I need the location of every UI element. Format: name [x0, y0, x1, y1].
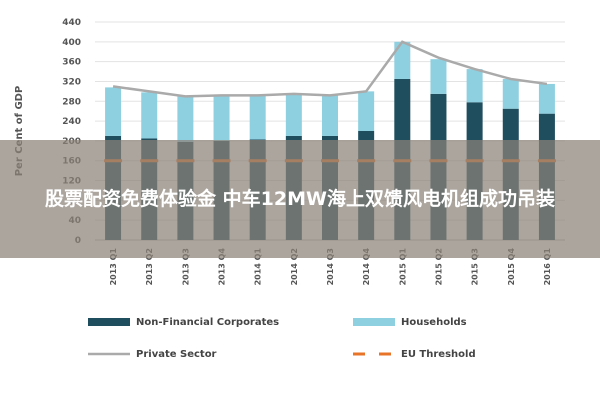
- y-tick-label: 280: [62, 97, 81, 107]
- y-tick-label: 400: [62, 38, 81, 48]
- bar-segment: [538, 83, 555, 114]
- line: [112, 40, 548, 98]
- legend-label: Private Sector: [136, 349, 217, 360]
- y-tick-label: 440: [62, 18, 81, 28]
- overlay-text: 股票配资免费体验金 中车12MW海上双馈风电机组成功吊装: [45, 188, 555, 210]
- bar-segment: [502, 78, 519, 109]
- legend-swatch: [88, 318, 130, 326]
- x-tick-label: 2015 Q4: [507, 248, 516, 286]
- bar-segment: [430, 59, 447, 94]
- bar-segment: [358, 91, 375, 131]
- legend-label: EU Threshold: [401, 349, 476, 360]
- bar-segment: [177, 96, 194, 142]
- bar-segment: [249, 95, 266, 140]
- y-tick-label: 360: [62, 58, 81, 68]
- x-tick-label: 2013 Q2: [145, 248, 154, 285]
- legend-swatch: [353, 318, 395, 326]
- x-tick-label: 2014 Q4: [362, 248, 371, 286]
- x-tick-label: 2013 Q1: [109, 248, 118, 286]
- x-tick-label: 2014 Q3: [326, 248, 335, 285]
- bar-segment: [394, 41, 411, 79]
- x-tick-label: 2013 Q4: [218, 248, 227, 286]
- legend-label: Non-Financial Corporates: [136, 317, 279, 328]
- y-tick-label: 240: [62, 117, 81, 127]
- bar-segment: [322, 95, 338, 136]
- x-tick-label: 2015 Q2: [434, 248, 443, 285]
- x-tick-label: 2014 Q2: [290, 248, 299, 285]
- x-tick-label: 2015 Q3: [471, 248, 480, 285]
- x-tick-label: 2015 Q1: [398, 248, 407, 286]
- bar-segment: [141, 92, 158, 139]
- legend-label: Households: [401, 317, 467, 328]
- x-tick-label: 2013 Q3: [181, 248, 190, 285]
- x-tick-label: 2014 Q1: [254, 248, 263, 286]
- x-tick-label: 2016 Q1: [543, 248, 552, 286]
- bar-segment: [105, 87, 122, 136]
- y-axis-label: Per Cent of GDP: [14, 86, 25, 177]
- bar-segment: [213, 95, 230, 141]
- bar-segment: [466, 69, 483, 103]
- y-tick-label: 320: [62, 77, 81, 87]
- overlay-banner: 股票配资免费体验金 中车12MW海上双馈风电机组成功吊装: [0, 140, 600, 258]
- bar-segment: [285, 93, 302, 136]
